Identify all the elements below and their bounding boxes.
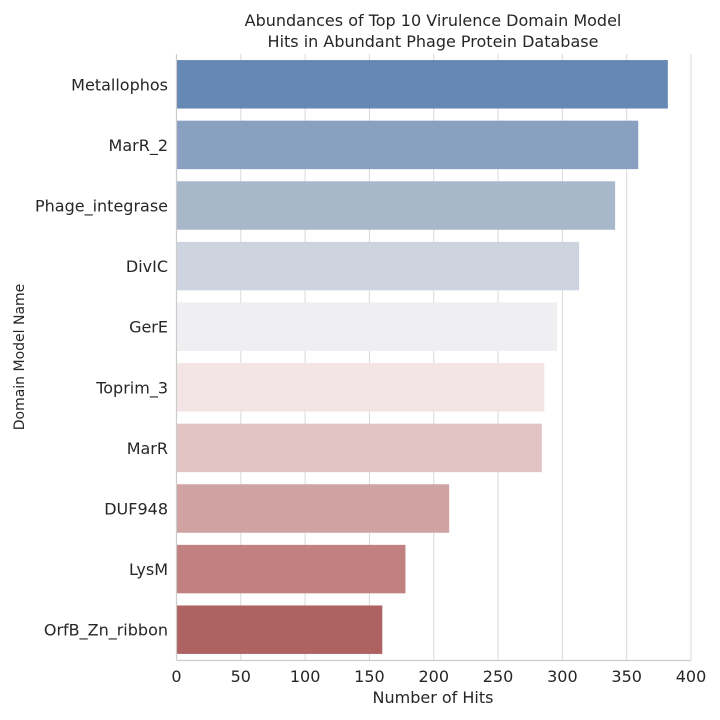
y-tick-labels: Metallophos MarR_2 Phage_integrase DivIC Ger…	[35, 75, 168, 640]
x-tick-label: 150	[354, 667, 385, 686]
y-tick-label: LysM	[129, 560, 168, 579]
x-tick-labels: 0 50 100 150 200 250 300 350 400	[171, 667, 706, 686]
y-tick-label: DivIC	[126, 257, 168, 276]
bar	[176, 363, 545, 412]
y-tick-label: Metallophos	[71, 75, 168, 94]
x-tick-label: 200	[418, 667, 449, 686]
y-tick-label: GerE	[129, 318, 168, 337]
bar	[176, 181, 616, 230]
y-tick-label: Toprim_3	[95, 378, 168, 398]
bar	[176, 302, 558, 351]
bar	[176, 241, 580, 291]
axis-spines	[175, 54, 691, 662]
x-tick-label: 400	[676, 667, 707, 686]
bar	[176, 423, 542, 473]
x-tick-label: 50	[231, 667, 251, 686]
x-tick-label: 100	[290, 667, 321, 686]
bar	[176, 60, 668, 109]
bar	[176, 605, 383, 654]
x-axis-label: Number of Hits	[373, 688, 494, 707]
chart-title: Abundances of Top 10 Virulence Domain Mo…	[245, 11, 622, 51]
y-tick-label: MarR_2	[109, 136, 168, 156]
y-tick-label: DUF948	[104, 500, 168, 519]
y-tick-label: Phage_integrase	[35, 197, 168, 217]
x-tick-label: 250	[483, 667, 514, 686]
x-tick-label: 0	[171, 667, 181, 686]
y-axis-label: Domain Model Name	[12, 284, 28, 431]
bar	[176, 484, 450, 533]
y-tick-label: OrfB_Zn_ribbon	[44, 621, 168, 641]
bar	[176, 120, 639, 170]
x-tick-label: 300	[547, 667, 578, 686]
y-tick-label: MarR	[127, 439, 168, 458]
x-tick-label: 350	[611, 667, 642, 686]
bars	[176, 60, 668, 654]
bar	[176, 544, 406, 594]
